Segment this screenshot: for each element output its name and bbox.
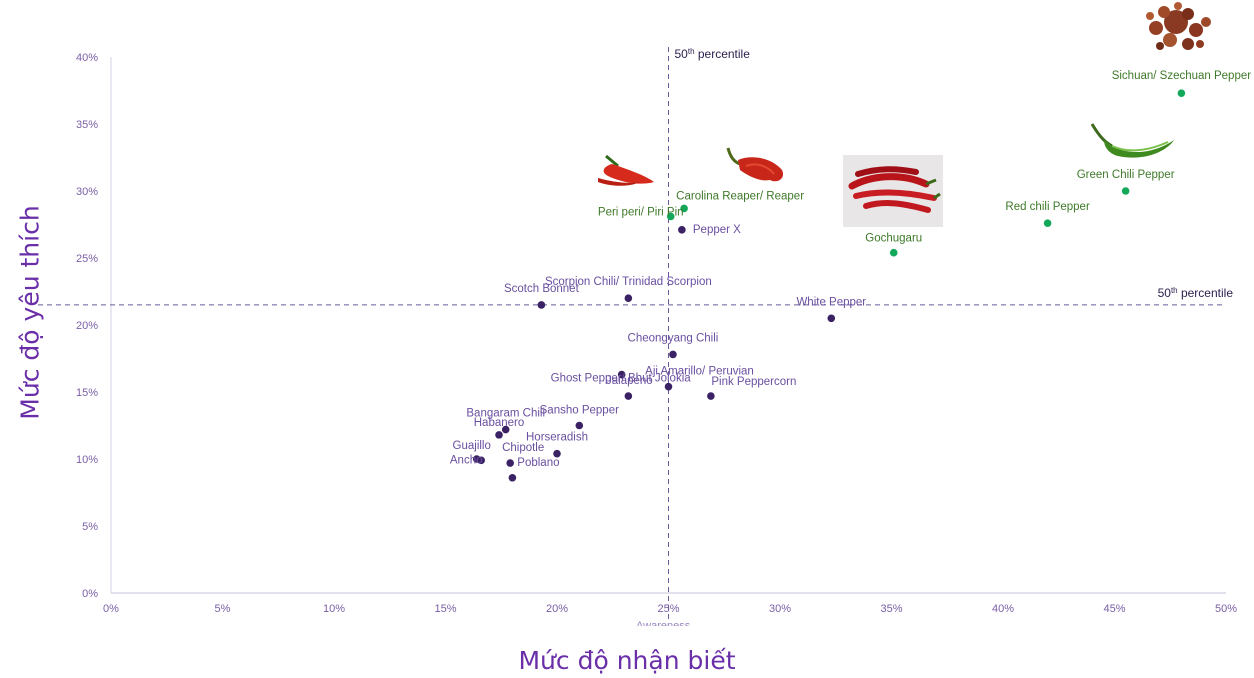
label-scorpion-chili-trinidad-scorpion: Scorpion Chili/ Trinidad Scorpion xyxy=(545,276,712,288)
label-horseradish: Horseradish xyxy=(526,432,588,444)
label-poblano: Poblano xyxy=(517,457,559,469)
point-jalapeno xyxy=(624,392,633,400)
axes: 0% 5% 10% 15% 20% 25% 30% 35% 40% 45% 50% 0% 5% 10% 15… xyxy=(76,52,1237,615)
label-sansho-pepper: Sansho Pepper xyxy=(540,405,619,417)
label-scotch-bonnet: Scotch Bonnet xyxy=(504,283,580,295)
x-axis-subtitle-cut: Awareness xyxy=(636,620,691,626)
y-tick-label: 10% xyxy=(76,454,98,466)
point-scorpion-chili-trinidad-scorpion xyxy=(624,294,633,303)
label-sichuan-szechuan-pepper: Sichuan/ Szechuan Pepper xyxy=(1112,70,1252,82)
point-scotch-bonnet xyxy=(537,301,546,309)
gochugaru-image xyxy=(843,155,943,227)
sichuan-pepper-image xyxy=(1146,2,1211,50)
point-chipotle xyxy=(506,459,514,467)
carolina-reaper-image xyxy=(726,147,784,182)
point-peri-peri-piri-piri xyxy=(666,212,675,221)
x-tick-label: 0% xyxy=(103,603,119,615)
x-tick-label: 20% xyxy=(546,603,568,615)
point-carolina-reaper-reaper xyxy=(680,204,688,213)
reference-lines: 50th percentile 50th percentile xyxy=(38,47,1234,623)
x-axis-title: Mức độ nhận biết xyxy=(518,646,736,675)
label-red-chili-pepper: Red chili Pepper xyxy=(1005,201,1090,213)
point-green-chili-pepper xyxy=(1121,187,1130,195)
label-green-chili-pepper: Green Chili Pepper xyxy=(1077,169,1175,181)
point-ghost-pepper-bhut-jolokia xyxy=(617,370,626,379)
vertical-percentile-label: 50th percentile xyxy=(675,47,751,62)
label-bangaram-chili: Bangaram Chili xyxy=(466,408,545,420)
point-horseradish xyxy=(553,449,561,458)
data-points: Sichuan/ Szechuan Pepper Green Chili Pepp… xyxy=(450,70,1252,482)
label-ancho: Ancho xyxy=(450,454,483,466)
point-ancho xyxy=(477,456,485,465)
x-tick-label: 40% xyxy=(992,603,1014,615)
point-poblano xyxy=(508,473,517,482)
y-tick-label: 25% xyxy=(76,253,98,265)
point-sansho-pepper xyxy=(575,421,584,430)
point-aji-amarillo-peruvian xyxy=(664,382,673,391)
label-chipotle: Chipotle xyxy=(502,442,544,454)
y-tick-label: 15% xyxy=(76,387,98,399)
point-pink-peppercorn xyxy=(707,392,715,400)
y-tick-label: 0% xyxy=(82,588,98,600)
x-tick-label: 50% xyxy=(1215,603,1237,615)
y-tick-label: 5% xyxy=(82,521,98,533)
point-pepper-x xyxy=(678,226,686,234)
point-white-pepper xyxy=(827,314,836,323)
y-axis-title: Mức độ yêu thích xyxy=(15,205,45,420)
x-tick-label: 45% xyxy=(1103,603,1125,615)
y-tick-label: 35% xyxy=(76,119,98,131)
label-habanero: Habanero xyxy=(474,417,525,429)
point-sichuan-szechuan-pepper xyxy=(1177,89,1186,97)
pepper-images xyxy=(598,2,1211,227)
point-bangaram-chili xyxy=(501,425,510,434)
label-jalapeno: Jalapeno xyxy=(606,375,653,387)
x-tick-label: 5% xyxy=(215,603,231,615)
label-guajillo: Guajillo xyxy=(453,440,491,452)
y-tick-label: 40% xyxy=(76,52,98,64)
y-tick-label: 30% xyxy=(76,186,98,198)
point-gochugaru xyxy=(889,248,898,257)
label-aji-amarillo-peruvian: Aji Amarillo/ Peruvian xyxy=(645,366,754,378)
point-cheongyang-chili xyxy=(669,350,677,359)
point-red-chili-pepper xyxy=(1043,219,1052,227)
label-cheongyang-chili: Cheongyang Chili xyxy=(628,332,719,344)
point-habanero xyxy=(495,431,503,439)
label-pepper-x: Pepper X xyxy=(693,224,741,236)
x-tick-label: 15% xyxy=(434,603,456,615)
y-tick-label: 20% xyxy=(76,320,98,332)
label-white-pepper: White Pepper xyxy=(796,296,866,308)
label-carolina-reaper-reaper: Carolina Reaper/ Reaper xyxy=(676,190,804,202)
label-pink-peppercorn: Pink Peppercorn xyxy=(711,376,796,388)
label-peri-peri-piri-piri: Peri peri/ Piri Piri xyxy=(598,206,684,218)
label-gochugaru: Gochugaru xyxy=(865,233,922,245)
label-ghost-pepper-bhut-jolokia: Ghost Pepper/ Bhut Jolokia xyxy=(551,373,692,385)
x-tick-label: 35% xyxy=(880,603,902,615)
red-chili-image xyxy=(598,154,654,186)
horizontal-percentile-label: 50th percentile xyxy=(1158,285,1234,300)
x-tick-label: 10% xyxy=(323,603,345,615)
green-chili-image xyxy=(1090,123,1174,158)
x-tick-label: 30% xyxy=(769,603,791,615)
